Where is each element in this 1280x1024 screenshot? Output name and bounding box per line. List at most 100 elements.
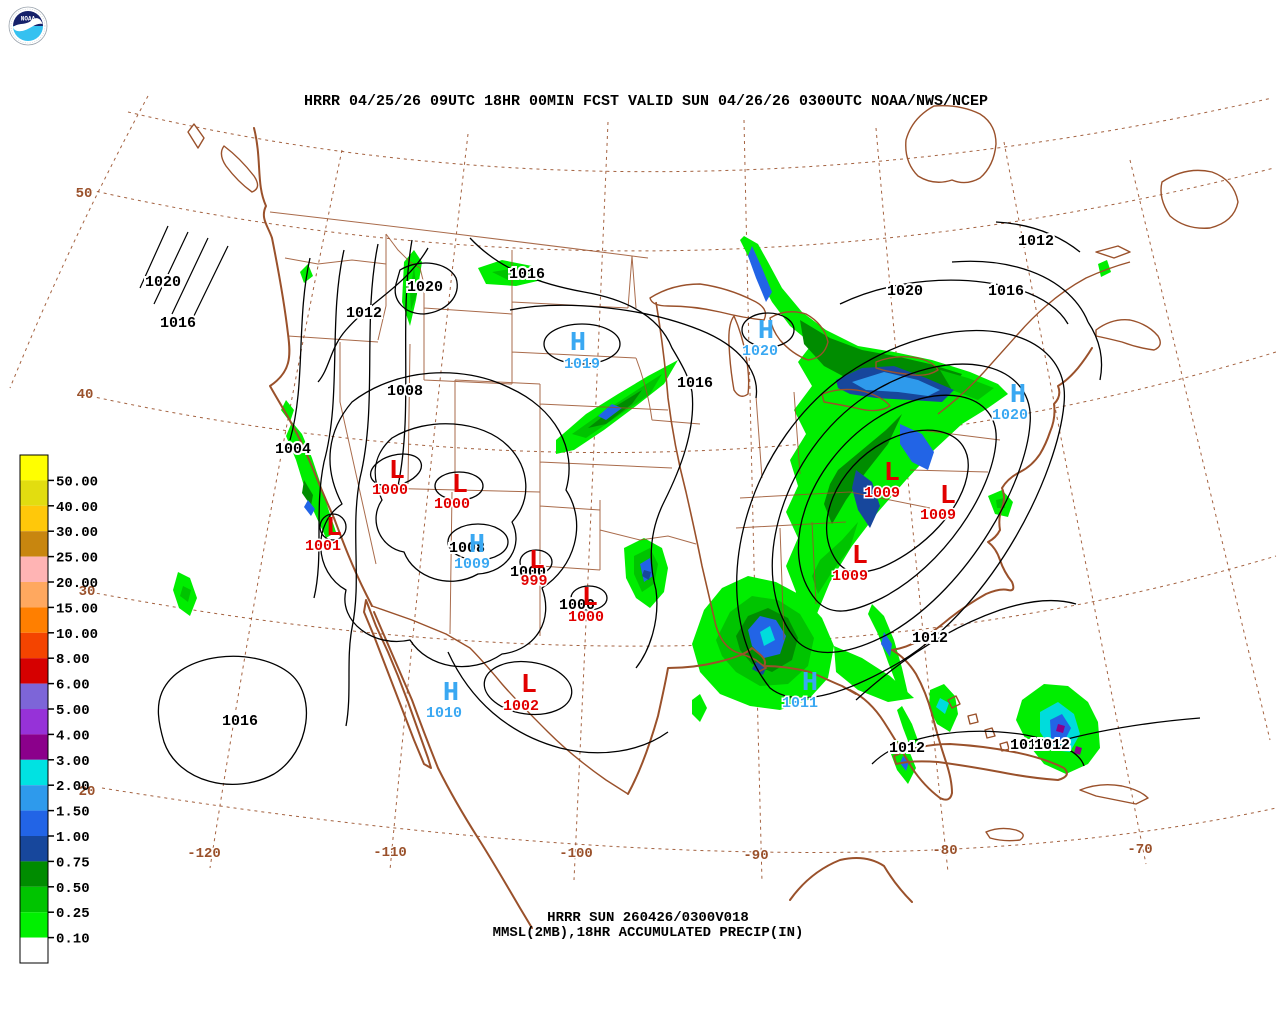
legend-color-swatch [20,785,48,811]
low-pressure-symbol: L [582,584,598,614]
legend-color-swatch [20,505,48,532]
pressure-contour-label: 1012 [889,740,925,757]
pressure-contour-label: 1020 [887,283,923,300]
low-pressure-value: 1000 [434,496,470,513]
longitude-label: -90 [743,848,768,864]
legend-tick-label: 0.10 [56,932,90,948]
pressure-contour-label: 1008 [387,383,423,400]
legend-tick-label: 1.50 [56,805,90,821]
legend-tick-label: 25.00 [56,551,98,567]
pressure-contour-label: 1012 [1034,737,1070,754]
noaa-logo: NOAA [8,6,48,46]
legend-color-swatch [20,836,48,862]
low-pressure-value: 1001 [305,538,341,555]
legend-color-swatch [20,531,48,557]
low-pressure-symbol: L [389,457,405,487]
legend-tick-label: 10.00 [56,627,98,643]
pressure-contour-label: 1016 [988,283,1024,300]
legend-tick-label: 0.25 [56,906,90,922]
footer-line-2: MMSL(2MB),18HR ACCUMULATED PRECIP(IN) [493,925,804,941]
legend-tick-label: 4.00 [56,728,90,744]
low-pressure-symbol: L [326,514,342,544]
high-pressure-symbol: H [570,329,586,359]
high-pressure-symbol: H [443,679,459,709]
legend-color-swatch [20,607,48,633]
legend-tick-label: 0.75 [56,855,90,871]
legend-tick-label: 1.00 [56,830,90,846]
legend-color-swatch [20,861,48,887]
legend-color-swatch [20,582,48,608]
legend-tick-label: 40.00 [56,500,98,516]
logo-text: NOAA [21,16,36,23]
low-pressure-symbol: L [852,542,868,572]
pressure-contour-label: 1012 [346,305,382,322]
longitude-label: -70 [1127,842,1152,858]
high-pressure-value: 1020 [742,343,778,360]
latitude-label: 50 [76,186,93,202]
legend-tick-label: 0.50 [56,881,90,897]
legend-color-swatch [20,937,48,963]
map-title: HRRR 04/25/26 09UTC 18HR 00MIN FCST VALI… [304,93,988,110]
legend-color-swatch [20,734,48,760]
high-pressure-symbol: H [758,317,774,347]
legend-tick-label: 20.00 [56,576,98,592]
legend-tick-label: 6.00 [56,678,90,694]
pressure-contour-label: 1012 [1010,737,1046,754]
pressure-contour-label: 1016 [160,315,196,332]
longitude-label: -80 [932,843,957,859]
pressure-contour-label: 1016 [677,375,713,392]
legend-color-swatch [20,759,48,786]
pressure-contour-label: 1008 [449,540,485,557]
legend-tick-label: 15.00 [56,601,98,617]
pressure-contours [139,221,1201,786]
legend-tick-label: 5.00 [56,703,90,719]
legend-color-swatch [20,912,48,938]
high-pressure-symbol: H [1010,381,1026,411]
state-borders [284,233,1001,641]
longitude-label: -100 [559,846,593,862]
legend-tick-label: 8.00 [56,652,90,668]
low-pressure-symbol: L [521,671,537,701]
pressure-contour-label: 1004 [275,441,311,458]
high-pressure-symbol: H [469,531,485,561]
legend-color-swatch [20,632,48,659]
legend-color-swatch [20,683,48,709]
map-labels: 50 40 30 20 -120 -110 -100 -90 -80 -70 1020 1016 101… [74,185,1154,866]
legend-tick-label: 2.00 [56,779,90,795]
low-pressure-value: 1009 [832,568,868,585]
latitude-label: 30 [79,584,96,600]
legend-color-swatch [20,810,48,836]
low-pressure-value: 1002 [503,698,539,715]
low-pressure-value: 1000 [372,482,408,499]
logo-bird-swoosh [13,18,43,32]
high-pressure-value: 1010 [426,705,462,722]
legend-color-swatch [20,709,48,735]
pressure-contour-label: 1020 [407,279,443,296]
legend-color-swatch [20,556,48,582]
logo-ring-text [10,8,46,44]
legend-tick-label: 50.00 [56,474,98,490]
high-pressure-value: 1009 [454,556,490,573]
low-pressure-symbol: L [940,482,956,512]
latitude-label: 40 [77,387,94,403]
legend-color-swatch [20,658,48,684]
low-pressure-symbol: L [884,459,900,489]
latitude-label: 20 [79,784,96,800]
high-pressure-value: 1020 [992,407,1028,424]
legend-color-swatch [20,480,48,506]
pressure-contour-label: 1000 [559,597,595,614]
legend-tick-label: 30.00 [56,525,98,541]
pressure-contour-label: 1016 [222,713,258,730]
footer-line-1: HRRR SUN 260426/0300V018 [547,910,749,926]
high-pressure-value: 1011 [782,695,818,712]
coastlines [187,104,1239,929]
low-pressure-value: 1000 [568,609,604,626]
longitude-label: -110 [373,845,407,861]
pressure-contour-label: 1012 [1018,233,1054,250]
low-pressure-symbol: L [529,547,545,577]
legend-color-swatch [20,455,48,481]
precipitation-areas [173,236,1111,784]
high-pressure-value: 1019 [564,356,600,373]
pressure-contour-label: 1020 [145,274,181,291]
